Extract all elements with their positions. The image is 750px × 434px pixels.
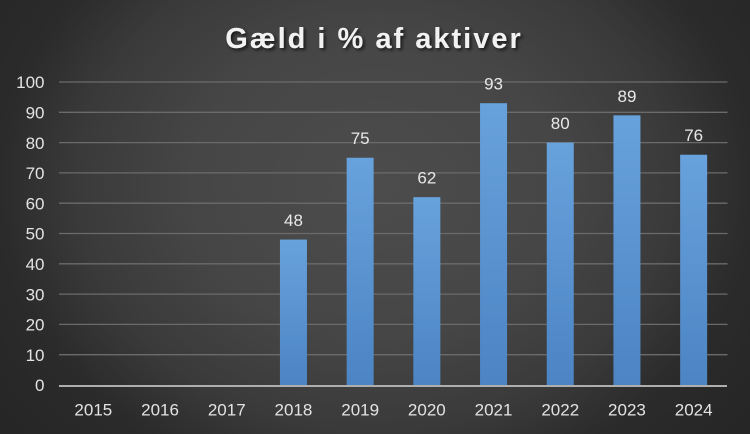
svg-text:2018: 2018: [275, 400, 313, 419]
svg-text:0: 0: [35, 376, 44, 395]
svg-text:2016: 2016: [141, 400, 179, 419]
svg-text:2017: 2017: [208, 400, 246, 419]
svg-text:90: 90: [26, 104, 45, 123]
svg-text:20: 20: [26, 316, 45, 335]
svg-text:93: 93: [484, 75, 503, 94]
svg-text:10: 10: [26, 346, 45, 365]
svg-text:2019: 2019: [341, 400, 379, 419]
svg-text:62: 62: [417, 169, 436, 188]
svg-text:2021: 2021: [475, 400, 513, 419]
svg-text:80: 80: [26, 134, 45, 153]
svg-text:48: 48: [284, 211, 303, 230]
svg-text:60: 60: [26, 194, 45, 213]
svg-text:2024: 2024: [675, 400, 713, 419]
svg-text:80: 80: [551, 114, 570, 133]
svg-text:50: 50: [26, 225, 45, 244]
svg-text:75: 75: [351, 129, 370, 148]
svg-text:40: 40: [26, 255, 45, 274]
svg-text:Gæld i % af aktiver: Gæld i % af aktiver: [225, 23, 523, 55]
svg-text:2015: 2015: [74, 400, 112, 419]
svg-text:100: 100: [16, 73, 44, 92]
svg-text:2020: 2020: [408, 400, 446, 419]
svg-text:2023: 2023: [608, 400, 646, 419]
svg-text:76: 76: [684, 126, 703, 145]
svg-text:89: 89: [617, 87, 636, 106]
svg-text:2022: 2022: [541, 400, 579, 419]
svg-text:70: 70: [26, 164, 45, 183]
svg-text:30: 30: [26, 285, 45, 304]
